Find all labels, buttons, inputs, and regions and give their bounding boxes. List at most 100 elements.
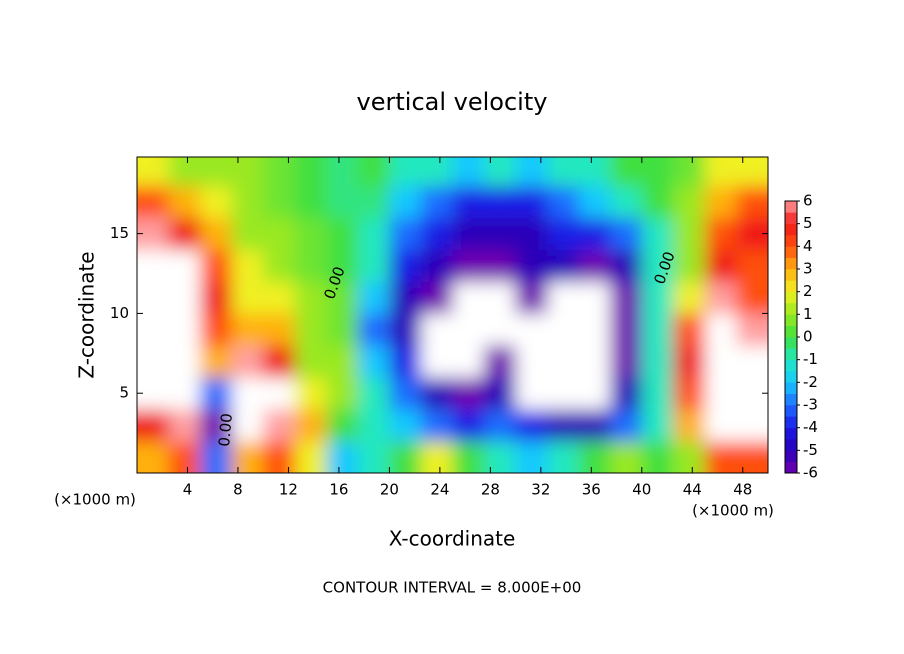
cell [673, 185, 706, 219]
cell [452, 409, 485, 442]
cell [326, 157, 359, 187]
cell [452, 249, 485, 282]
cell [736, 281, 768, 314]
cell [452, 313, 485, 346]
cell [168, 185, 201, 219]
cell [263, 409, 296, 442]
colorbar-lower [785, 371, 797, 383]
cell [673, 249, 706, 282]
cell [420, 217, 453, 251]
cell [736, 441, 768, 473]
colorbar-lower [785, 235, 797, 247]
cell [515, 281, 548, 314]
cell [452, 217, 485, 251]
cell [200, 377, 233, 410]
cell [294, 313, 327, 346]
cell [389, 281, 422, 314]
colorbar-tick-label: -5 [803, 441, 818, 459]
cell [420, 377, 453, 410]
chart-title: vertical velocity [357, 88, 548, 116]
colorbar-tick-label: 2 [803, 282, 813, 300]
colorbar-upper [785, 291, 797, 304]
cell [357, 157, 390, 187]
cell [420, 345, 453, 378]
cell [168, 157, 201, 187]
cell [263, 441, 296, 473]
cell [704, 185, 737, 219]
cell [641, 377, 674, 410]
cell [515, 441, 548, 473]
colorbar-tick-label: -1 [803, 350, 818, 368]
colorbar-upper [785, 359, 797, 372]
cell [326, 217, 359, 251]
x-tick-label: 48 [733, 481, 752, 499]
cell [704, 217, 737, 251]
cell [294, 217, 327, 251]
cell [515, 185, 548, 219]
colorbar-upper [785, 337, 797, 349]
colorbar-lower [785, 280, 797, 292]
x-tick-label: 4 [183, 481, 193, 499]
cell [263, 249, 296, 282]
cell [389, 217, 422, 251]
cell [263, 185, 296, 219]
cell [484, 281, 517, 314]
cell [389, 313, 422, 346]
cell [484, 217, 517, 251]
cell [326, 345, 359, 378]
cell [641, 441, 674, 473]
cell [389, 409, 422, 442]
x-tick-label: 44 [683, 481, 702, 499]
cell [641, 409, 674, 442]
colorbar-tick-label: -6 [803, 464, 818, 482]
cell [263, 345, 296, 378]
cell [326, 249, 359, 282]
colorbar-tick-label: -2 [803, 373, 818, 391]
cell [420, 281, 453, 314]
cell [294, 377, 327, 410]
cell [484, 313, 517, 346]
colorbar-upper [785, 382, 797, 394]
cell [357, 217, 390, 251]
cell [578, 157, 611, 187]
cell [200, 313, 233, 346]
cell [420, 185, 453, 219]
cell [736, 313, 768, 346]
x-tick-label: 28 [481, 481, 500, 499]
cell [641, 185, 674, 219]
cell [641, 281, 674, 314]
cell [326, 185, 359, 219]
cell [452, 345, 485, 378]
colorbar-lower [785, 461, 797, 474]
colorbar-upper [785, 269, 797, 281]
cell [515, 409, 548, 442]
colorbar-upper [785, 405, 797, 417]
cell [168, 441, 201, 473]
cell [736, 157, 768, 187]
y-axis-label: Z-coordinate [75, 251, 99, 378]
colorbar-lower [785, 439, 797, 451]
cell [610, 441, 643, 473]
colorbar-upper [785, 201, 797, 213]
cell [578, 281, 611, 314]
cell [357, 281, 390, 314]
cell [200, 441, 233, 473]
colorbar-lower [785, 393, 797, 406]
cell [484, 377, 517, 410]
colorbar-upper [785, 314, 797, 326]
cell [357, 345, 390, 378]
cell [673, 281, 706, 314]
cell [578, 185, 611, 219]
cell [231, 185, 264, 219]
cell [326, 313, 359, 346]
cell [515, 313, 548, 346]
cell [610, 377, 643, 410]
cell [200, 217, 233, 251]
cell [673, 157, 706, 187]
cell [231, 409, 264, 442]
cell [137, 313, 170, 346]
colorbar-tick-label: 5 [803, 214, 813, 232]
colorbar-tick-label: -4 [803, 418, 818, 436]
cell [578, 217, 611, 251]
